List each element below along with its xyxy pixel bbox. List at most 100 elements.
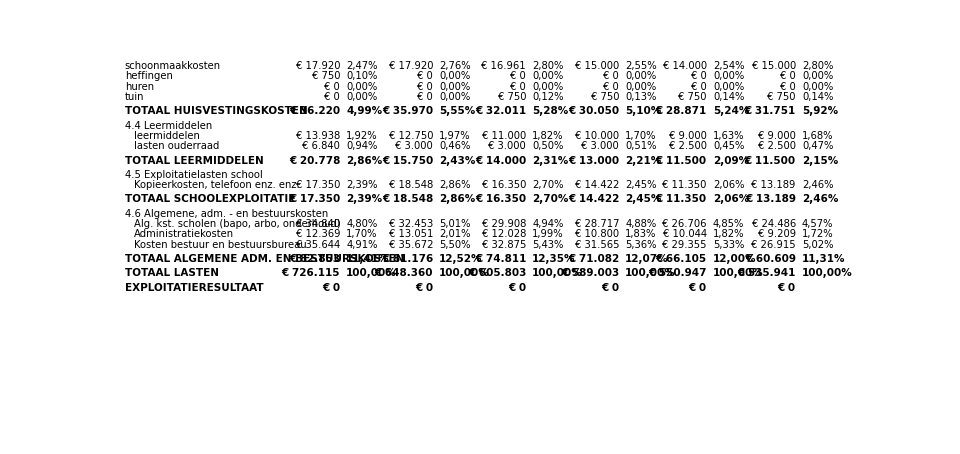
Text: 0,00%: 0,00% — [802, 82, 833, 92]
Text: 0,00%: 0,00% — [532, 82, 564, 92]
Text: € 32.011: € 32.011 — [475, 106, 526, 116]
Text: 4,80%: 4,80% — [347, 219, 377, 229]
Text: TOTAAL ALGEMENE ADM. EN BESTUURSKOSTEN: TOTAAL ALGEMENE ADM. EN BESTUURSKOSTEN — [125, 254, 404, 264]
Text: € 3.000: € 3.000 — [489, 141, 526, 151]
Text: € 12.750: € 12.750 — [389, 131, 433, 141]
Text: € 726.115: € 726.115 — [281, 268, 340, 278]
Text: 11,41%: 11,41% — [347, 254, 390, 264]
Text: 2,06%: 2,06% — [713, 194, 749, 204]
Text: € 11.000: € 11.000 — [482, 131, 526, 141]
Text: leermiddelen: leermiddelen — [134, 131, 200, 141]
Text: 5,92%: 5,92% — [802, 106, 838, 116]
Text: € 9.000: € 9.000 — [669, 131, 707, 141]
Text: 4,57%: 4,57% — [802, 219, 833, 229]
Text: 0,00%: 0,00% — [440, 82, 470, 92]
Text: € 34.840: € 34.840 — [296, 219, 340, 229]
Text: Administratiekosten: Administratiekosten — [134, 229, 234, 239]
Text: 2,46%: 2,46% — [802, 180, 833, 190]
Text: 0,13%: 0,13% — [625, 92, 657, 102]
Text: 0,00%: 0,00% — [625, 82, 657, 92]
Text: 2,80%: 2,80% — [532, 61, 564, 71]
Text: 2,09%: 2,09% — [713, 156, 749, 166]
Text: 4.6 Algemene, adm. - en bestuurskosten: 4.6 Algemene, adm. - en bestuurskosten — [125, 209, 328, 219]
Text: € 17.350: € 17.350 — [289, 194, 340, 204]
Text: 1,70%: 1,70% — [625, 131, 657, 141]
Text: € 12.369: € 12.369 — [296, 229, 340, 239]
Text: tuin: tuin — [125, 92, 144, 102]
Text: € 29.908: € 29.908 — [482, 219, 526, 229]
Text: 1,70%: 1,70% — [347, 229, 378, 239]
Text: 1,99%: 1,99% — [532, 229, 564, 239]
Text: € 0: € 0 — [324, 92, 340, 102]
Text: € 0: € 0 — [418, 92, 433, 102]
Text: € 17.350: € 17.350 — [296, 180, 340, 190]
Text: 100,00%: 100,00% — [532, 268, 583, 278]
Text: 0,00%: 0,00% — [802, 71, 833, 81]
Text: 1,68%: 1,68% — [802, 131, 833, 141]
Text: € 13.189: € 13.189 — [752, 180, 796, 190]
Text: € 0: € 0 — [324, 82, 340, 92]
Text: € 0: € 0 — [601, 282, 619, 292]
Text: 4,85%: 4,85% — [713, 219, 744, 229]
Text: 11,31%: 11,31% — [802, 254, 846, 264]
Text: 2,80%: 2,80% — [802, 61, 833, 71]
Text: € 13.938: € 13.938 — [296, 131, 340, 141]
Text: schoonmaakkosten: schoonmaakkosten — [125, 61, 221, 71]
Text: € 13.189: € 13.189 — [745, 194, 796, 204]
Text: 0,00%: 0,00% — [713, 82, 744, 92]
Text: 2,45%: 2,45% — [625, 194, 661, 204]
Text: € 11.500: € 11.500 — [745, 156, 796, 166]
Text: 4,94%: 4,94% — [532, 219, 564, 229]
Text: € 6.840: € 6.840 — [302, 141, 340, 151]
Text: 0,50%: 0,50% — [532, 141, 564, 151]
Text: 0,00%: 0,00% — [532, 71, 564, 81]
Text: € 648.360: € 648.360 — [374, 268, 433, 278]
Text: € 32.875: € 32.875 — [482, 240, 526, 250]
Text: € 0: € 0 — [603, 71, 619, 81]
Text: € 2.500: € 2.500 — [669, 141, 707, 151]
Text: € 9.209: € 9.209 — [757, 229, 796, 239]
Text: € 66.105: € 66.105 — [656, 254, 707, 264]
Text: € 14.000: € 14.000 — [475, 156, 526, 166]
Text: 2,01%: 2,01% — [440, 229, 470, 239]
Text: € 14.000: € 14.000 — [662, 61, 707, 71]
Text: TOTAAL HUISVESTINGSKOSTEN: TOTAAL HUISVESTINGSKOSTEN — [125, 106, 307, 116]
Text: 5,10%: 5,10% — [625, 106, 661, 116]
Text: € 14.422: € 14.422 — [575, 180, 619, 190]
Text: € 0: € 0 — [780, 71, 796, 81]
Text: € 0: € 0 — [322, 282, 340, 292]
Text: € 28.871: € 28.871 — [656, 106, 707, 116]
Text: € 11.500: € 11.500 — [656, 156, 707, 166]
Text: 2,47%: 2,47% — [347, 61, 378, 71]
Text: € 81.176: € 81.176 — [382, 254, 433, 264]
Text: 100,00%: 100,00% — [347, 268, 397, 278]
Text: 100,00%: 100,00% — [713, 268, 763, 278]
Text: 0,94%: 0,94% — [347, 141, 377, 151]
Text: 100,00%: 100,00% — [440, 268, 490, 278]
Text: € 31.751: € 31.751 — [745, 106, 796, 116]
Text: 5,02%: 5,02% — [802, 240, 833, 250]
Text: 2,86%: 2,86% — [440, 180, 470, 190]
Text: € 605.803: € 605.803 — [468, 268, 526, 278]
Text: € 0: € 0 — [511, 71, 526, 81]
Text: 4,91%: 4,91% — [347, 240, 378, 250]
Text: 5,43%: 5,43% — [532, 240, 564, 250]
Text: 2,76%: 2,76% — [440, 61, 471, 71]
Text: € 0: € 0 — [691, 71, 707, 81]
Text: 2,39%: 2,39% — [347, 194, 382, 204]
Text: € 26.706: € 26.706 — [662, 219, 707, 229]
Text: € 9.000: € 9.000 — [758, 131, 796, 141]
Text: 0,51%: 0,51% — [625, 141, 657, 151]
Text: € 74.811: € 74.811 — [475, 254, 526, 264]
Text: 0,46%: 0,46% — [440, 141, 470, 151]
Text: 4.5 Exploitatielasten school: 4.5 Exploitatielasten school — [125, 170, 262, 180]
Text: 2,70%: 2,70% — [532, 194, 568, 204]
Text: € 0: € 0 — [418, 71, 433, 81]
Text: 1,82%: 1,82% — [713, 229, 744, 239]
Text: 0,47%: 0,47% — [802, 141, 833, 151]
Text: 1,83%: 1,83% — [625, 229, 657, 239]
Text: 5,50%: 5,50% — [440, 240, 470, 250]
Text: 0,14%: 0,14% — [802, 92, 833, 102]
Text: € 26.915: € 26.915 — [751, 240, 796, 250]
Text: € 15.750: € 15.750 — [382, 156, 433, 166]
